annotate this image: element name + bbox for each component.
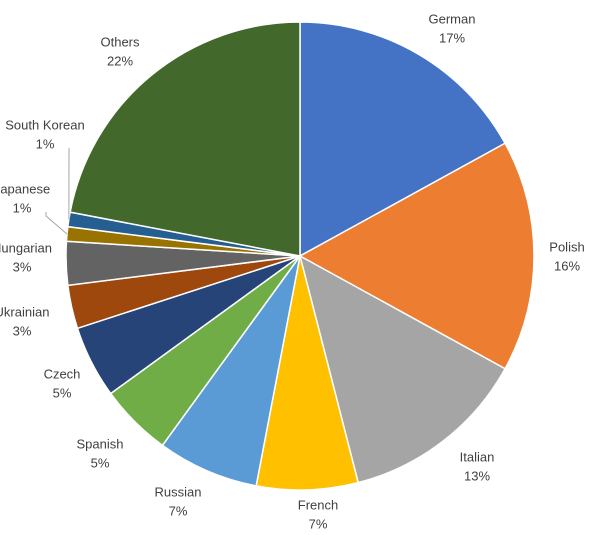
slice-label: Hungarian <box>0 240 52 255</box>
slice-label: Russian <box>155 484 202 499</box>
slice-value-label: 5% <box>53 385 72 400</box>
slice-label: Japanese <box>0 181 50 196</box>
slice-label: Others <box>100 34 140 49</box>
slice-value-label: 1% <box>36 136 55 151</box>
slice-value-label: 17% <box>439 30 465 45</box>
slice-value-label: 3% <box>13 323 32 338</box>
slice-label: Ukrainian <box>0 304 49 319</box>
slice-label: German <box>429 11 476 26</box>
slice-value-label: 7% <box>169 503 188 518</box>
pie-slice <box>298 142 535 370</box>
pie-slice <box>298 254 507 484</box>
slice-label: Spanish <box>77 436 124 451</box>
slice-value-label: 7% <box>309 516 328 531</box>
slice-value-label: 22% <box>107 53 133 68</box>
pie-slice <box>299 21 507 258</box>
slice-value-label: 3% <box>13 259 32 274</box>
slice-label: South Korean <box>5 117 85 132</box>
pie-slice <box>255 255 360 491</box>
slice-value-label: 16% <box>554 258 580 273</box>
slice-value-label: 5% <box>91 455 110 470</box>
slice-label: Czech <box>44 366 81 381</box>
slice-label: French <box>298 497 338 512</box>
slice-value-label: 1% <box>13 200 32 215</box>
pie-slice <box>161 255 301 487</box>
slice-value-label: 13% <box>464 468 490 483</box>
slice-label: Polish <box>549 239 584 254</box>
slice-label: Italian <box>460 449 495 464</box>
leader-line <box>45 212 68 235</box>
pie-slice <box>69 21 301 257</box>
